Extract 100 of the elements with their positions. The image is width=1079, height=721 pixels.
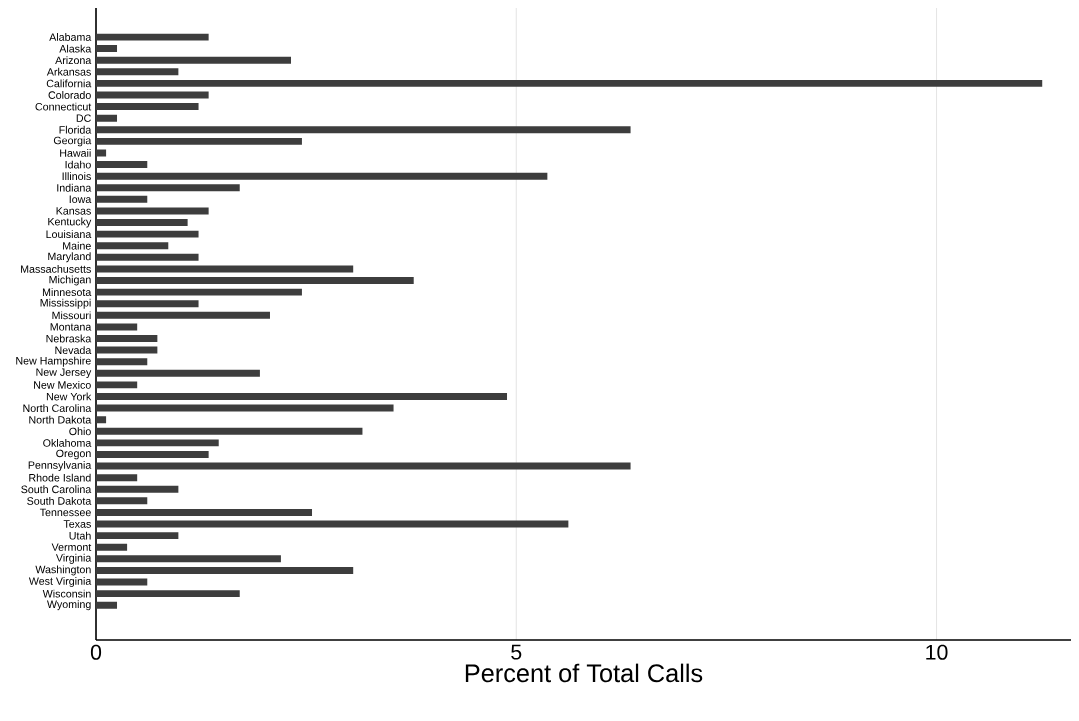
y-tick-label: Rhode Island bbox=[29, 473, 91, 482]
y-tick-label: Oregon bbox=[56, 449, 91, 460]
bar bbox=[96, 543, 128, 551]
bar bbox=[96, 184, 240, 192]
y-tick-label: Minnesota bbox=[42, 288, 92, 297]
bar bbox=[96, 508, 313, 516]
y-tick-label: Virginia bbox=[55, 553, 92, 564]
bar bbox=[96, 230, 199, 238]
y-tick-label: South Dakota bbox=[27, 496, 92, 505]
bar bbox=[96, 68, 179, 76]
bar bbox=[96, 195, 148, 203]
y-tick-label: Oklahoma bbox=[43, 438, 92, 447]
bar bbox=[96, 172, 548, 180]
y-tick-label: Iowa bbox=[69, 195, 92, 204]
y-tick-label: Utah bbox=[69, 531, 91, 540]
bar bbox=[96, 427, 363, 435]
bar bbox=[96, 103, 199, 111]
bar bbox=[96, 555, 281, 563]
y-tick-label: Wisconsin bbox=[42, 589, 91, 598]
bar bbox=[96, 277, 414, 284]
x-tick-label: 0 bbox=[90, 644, 102, 660]
y-tick-label: Indiana bbox=[57, 183, 92, 192]
y-tick-label: New Jersey bbox=[36, 368, 92, 379]
y-tick-label: Kansas bbox=[56, 207, 91, 215]
y-tick-label: Arizona bbox=[55, 56, 92, 65]
bar bbox=[96, 497, 148, 505]
y-tick-label: Pennsylvania bbox=[28, 461, 92, 472]
y-tick-label: New York bbox=[46, 392, 92, 401]
y-tick-label: Vermont bbox=[51, 543, 92, 551]
bar bbox=[96, 323, 138, 331]
y-tick-label: West Virginia bbox=[28, 577, 92, 587]
y-tick-label: North Carolina bbox=[23, 404, 92, 412]
y-tick-label: Montana bbox=[50, 323, 92, 331]
y-tick-label: North Dakota bbox=[29, 415, 92, 424]
bar bbox=[96, 462, 631, 470]
bar bbox=[96, 288, 302, 296]
bar bbox=[96, 265, 354, 273]
bar bbox=[96, 358, 148, 366]
y-tick-label: Idaho bbox=[65, 160, 91, 169]
y-tick-label: Arkansas bbox=[46, 67, 91, 76]
bar bbox=[96, 149, 107, 157]
x-axis-title: Percent of Total Calls bbox=[465, 663, 703, 683]
y-tick-label: Michigan bbox=[49, 275, 91, 286]
bar bbox=[96, 79, 1043, 87]
bar bbox=[96, 137, 302, 145]
bar bbox=[96, 474, 138, 482]
y-tick-label: Texas bbox=[63, 520, 91, 528]
bar bbox=[96, 335, 158, 342]
bar bbox=[96, 114, 118, 122]
y-tick-label: Alabama bbox=[49, 33, 92, 41]
y-tick-label: Alaska bbox=[59, 44, 92, 53]
bar bbox=[96, 393, 508, 400]
bar bbox=[96, 300, 199, 308]
bar bbox=[96, 369, 260, 377]
y-tick-label: Mississippi bbox=[40, 298, 91, 309]
y-tick-label: Maryland bbox=[48, 252, 91, 263]
y-tick-label: Washington bbox=[35, 565, 91, 576]
x-tick-label: 10 bbox=[926, 644, 948, 660]
y-tick-label: New Mexico bbox=[34, 380, 91, 389]
bar bbox=[96, 161, 148, 169]
bar bbox=[96, 485, 179, 493]
y-tick-label: Hawaii bbox=[60, 149, 91, 157]
y-tick-label: Louisiana bbox=[46, 230, 92, 239]
bar bbox=[96, 126, 631, 134]
bar bbox=[96, 253, 199, 261]
bar bbox=[96, 242, 169, 250]
y-tick-label: Colorado bbox=[48, 91, 91, 99]
y-tick-label: Connecticut bbox=[35, 102, 92, 111]
y-tick-label: Georgia bbox=[53, 136, 92, 147]
bar bbox=[96, 532, 179, 540]
bar bbox=[96, 219, 188, 227]
y-tick-label: Ohio bbox=[69, 427, 91, 436]
bar bbox=[96, 416, 107, 424]
bar bbox=[96, 346, 158, 354]
bar bbox=[96, 91, 209, 99]
y-tick-label: South Carolina bbox=[21, 485, 92, 494]
bar bbox=[96, 520, 569, 528]
y-tick-label: Florida bbox=[59, 125, 92, 134]
y-tick-label: Nebraska bbox=[46, 334, 92, 343]
bar bbox=[96, 381, 138, 389]
bar bbox=[96, 45, 118, 53]
y-tick-label: Nevada bbox=[55, 346, 92, 355]
y-tick-label: Tennessee bbox=[39, 508, 91, 517]
y-tick-label: California bbox=[46, 79, 92, 88]
x-tick-label: 5 bbox=[511, 644, 522, 660]
y-tick-label: Wyoming bbox=[46, 600, 91, 611]
y-tick-label: New Hampshire bbox=[16, 356, 91, 367]
y-tick-label: Kentucky bbox=[48, 217, 92, 228]
bar bbox=[96, 601, 118, 609]
bar bbox=[96, 590, 240, 598]
y-tick-label: Illinois bbox=[62, 172, 91, 181]
bar bbox=[96, 56, 292, 64]
bar bbox=[96, 404, 394, 412]
y-tick-label: Missouri bbox=[52, 311, 91, 320]
y-tick-label: DC bbox=[76, 114, 91, 122]
bar bbox=[96, 311, 270, 319]
y-tick-label: Massachusetts bbox=[21, 264, 91, 273]
bar bbox=[96, 207, 209, 215]
y-tick-label: Maine bbox=[63, 241, 91, 250]
bar bbox=[96, 450, 209, 458]
